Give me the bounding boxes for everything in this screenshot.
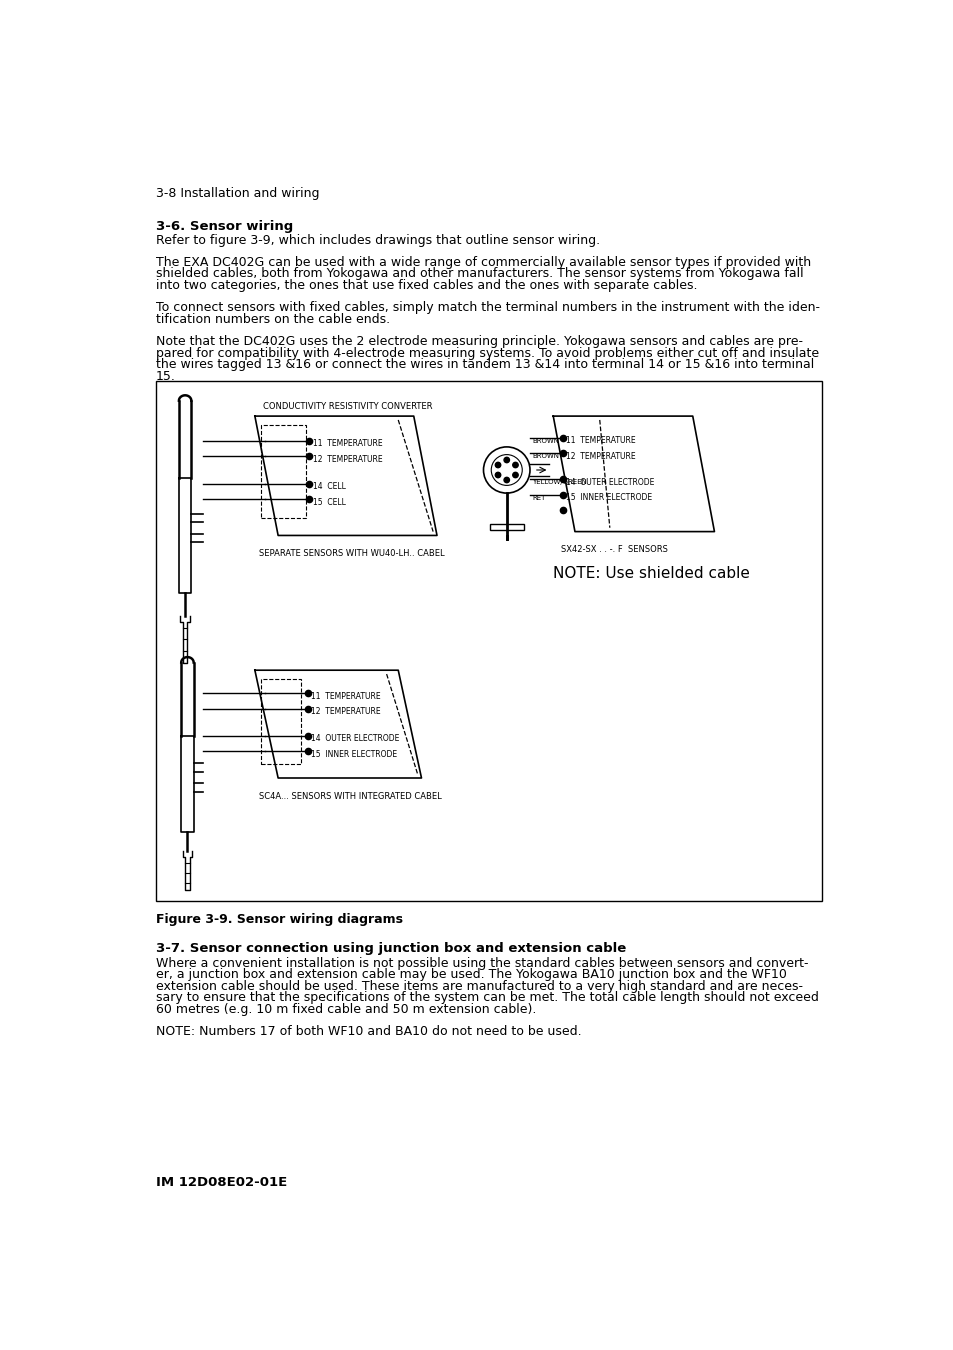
Text: 11  TEMPERATURE: 11 TEMPERATURE <box>313 439 382 448</box>
Text: the wires tagged 13 &16 or connect the wires in tandem 13 &14 into terminal 14 o: the wires tagged 13 &16 or connect the w… <box>155 358 813 371</box>
Bar <box>489 524 523 531</box>
Text: extension cable should be used. These items are manufactured to a very high stan: extension cable should be used. These it… <box>155 980 801 992</box>
Text: The EXA DC402G can be used with a wide range of commercially available sensor ty: The EXA DC402G can be used with a wide r… <box>155 256 810 269</box>
Text: Figure 3-9. Sensor wiring diagrams: Figure 3-9. Sensor wiring diagrams <box>155 913 402 926</box>
Text: BROWN: BROWN <box>532 437 558 444</box>
Text: To connect sensors with fixed cables, simply match the terminal numbers in the i: To connect sensors with fixed cables, si… <box>155 301 819 315</box>
Circle shape <box>512 462 517 467</box>
Text: 14  OUTER ELECTRODE: 14 OUTER ELECTRODE <box>566 478 654 487</box>
Text: 15  CELL: 15 CELL <box>313 498 346 506</box>
Text: BROWN: BROWN <box>532 454 558 459</box>
Circle shape <box>495 462 500 467</box>
Text: shielded cables, both from Yokogawa and other manufacturers. The sensor systems : shielded cables, both from Yokogawa and … <box>155 267 802 281</box>
Text: IM 12D08E02-01E: IM 12D08E02-01E <box>155 1176 287 1189</box>
Text: Where a convenient installation is not possible using the standard cables betwee: Where a convenient installation is not p… <box>155 957 807 969</box>
Text: er, a junction box and extension cable may be used. The Yokogawa BA10 junction b: er, a junction box and extension cable m… <box>155 968 785 981</box>
Text: NOTE: Use shielded cable: NOTE: Use shielded cable <box>553 566 749 582</box>
Text: into two categories, the ones that use fixed cables and the ones with separate c: into two categories, the ones that use f… <box>155 279 697 292</box>
Text: 15.: 15. <box>155 370 175 383</box>
Text: 11  TEMPERATURE: 11 TEMPERATURE <box>311 693 380 701</box>
Text: 12  TEMPERATURE: 12 TEMPERATURE <box>566 452 636 460</box>
Text: RET: RET <box>532 494 545 501</box>
Circle shape <box>512 472 517 478</box>
Text: 60 metres (e.g. 10 m fixed cable and 50 m extension cable).: 60 metres (e.g. 10 m fixed cable and 50 … <box>155 1003 536 1015</box>
Text: 3-7. Sensor connection using junction box and extension cable: 3-7. Sensor connection using junction bo… <box>155 942 625 954</box>
Text: 3-6. Sensor wiring: 3-6. Sensor wiring <box>155 220 293 232</box>
Text: Refer to figure 3-9, which includes drawings that outline sensor wiring.: Refer to figure 3-9, which includes draw… <box>155 234 599 247</box>
Text: SX42-SX . . -. F  SENSORS: SX42-SX . . -. F SENSORS <box>560 545 667 555</box>
Text: NOTE: Numbers 17 of both WF10 and BA10 do not need to be used.: NOTE: Numbers 17 of both WF10 and BA10 d… <box>155 1025 580 1038</box>
Bar <box>261 679 301 764</box>
Text: 11  TEMPERATURE: 11 TEMPERATURE <box>566 436 636 446</box>
Text: 14  OUTER ELECTRODE: 14 OUTER ELECTRODE <box>311 734 399 744</box>
Text: 3-8 Installation and wiring: 3-8 Installation and wiring <box>155 186 319 200</box>
Bar <box>261 425 306 518</box>
Text: CONDUCTIVITY RESISTIVITY CONVERTER: CONDUCTIVITY RESISTIVITY CONVERTER <box>262 402 432 412</box>
Text: 15  INNER ELECTRODE: 15 INNER ELECTRODE <box>566 493 652 502</box>
Text: SC4A... SENSORS WITH INTEGRATED CABEL: SC4A... SENSORS WITH INTEGRATED CABEL <box>258 792 441 801</box>
Text: 15  INNER ELECTRODE: 15 INNER ELECTRODE <box>311 749 397 759</box>
Circle shape <box>503 458 509 463</box>
Text: pared for compatibility with 4-electrode measuring systems. To avoid problems ei: pared for compatibility with 4-electrode… <box>155 347 818 360</box>
Text: 14  CELL: 14 CELL <box>313 482 346 491</box>
Bar <box>155 382 821 902</box>
Text: SEPARATE SENSORS WITH WU40-LH.. CABEL: SEPARATE SENSORS WITH WU40-LH.. CABEL <box>258 549 444 559</box>
Text: sary to ensure that the specifications of the system can be met. The total cable: sary to ensure that the specifications o… <box>155 991 818 1004</box>
Text: 12  TEMPERATURE: 12 TEMPERATURE <box>311 707 380 717</box>
Text: 12  TEMPERATURE: 12 TEMPERATURE <box>313 455 382 463</box>
Circle shape <box>503 478 509 483</box>
Text: Note that the DC402G uses the 2 electrode measuring principle. Yokogawa sensors : Note that the DC402G uses the 2 electrod… <box>155 335 801 348</box>
Text: YELLOW/GREEN: YELLOW/GREEN <box>532 479 587 485</box>
Circle shape <box>495 472 500 478</box>
Text: tification numbers on the cable ends.: tification numbers on the cable ends. <box>155 313 390 325</box>
